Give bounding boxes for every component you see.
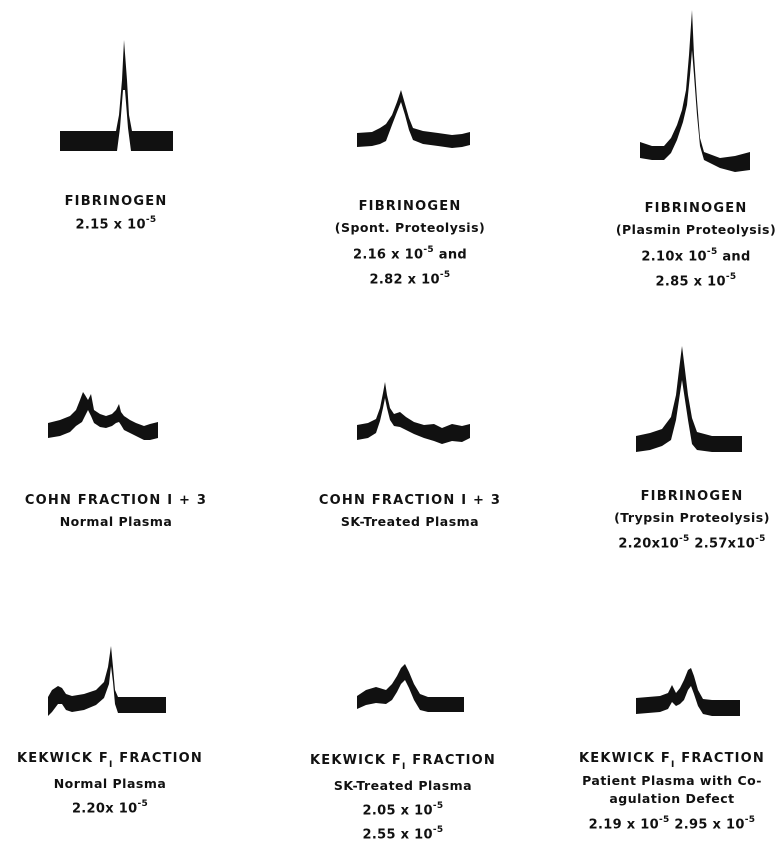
trace-kekwick-normal-band <box>48 646 166 716</box>
caption-fibrinogen-plasmin: FIBRINOGEN (Plasmin Proteolysis) 2.10x 10-… <box>586 202 778 288</box>
trace-kekwick-normal <box>48 646 166 716</box>
trace-fibrinogen-band <box>60 40 173 151</box>
caption-fibrinogen-line-2: 2.15 x 10-5 <box>75 215 157 233</box>
caption-fibrinogen-trypsin-line-2: (Trypsin Proteolysis) <box>614 510 770 525</box>
trace-kekwick-sk <box>357 664 464 712</box>
caption-fibrinogen: FIBRINOGEN 2.15 x 10-5 <box>6 195 226 231</box>
caption-cohn-normal-line-1: COHN FRACTION I + 3 <box>24 493 208 508</box>
caption-kekwick-normal: KEKWICK FI FRACTION Normal Plasma 2.20x 10… <box>0 752 220 815</box>
caption-kekwick-sk-line-3: 2.05 x 10-5 <box>362 801 444 819</box>
caption-fibrinogen-spont-line-4: 2.82 x 10-5 <box>369 269 451 288</box>
caption-fibrinogen-spont-line-2: (Spont. Proteolysis) <box>334 220 486 235</box>
trace-fibrinogen-plasmin-band <box>640 10 750 172</box>
caption-fibrinogen-line-1: FIBRINOGEN <box>64 194 168 209</box>
caption-fibrinogen-plasmin-line-3: 2.10x 10-5 and <box>641 246 751 264</box>
trace-cohn-normal <box>48 392 158 440</box>
caption-fibrinogen-spont-line-1: FIBRINOGEN <box>358 199 462 214</box>
trace-fibrinogen-trypsin-band <box>636 346 742 452</box>
caption-kekwick-sk-line-1: KEKWICK FI FRACTION <box>309 753 497 772</box>
trace-fibrinogen-trypsin <box>636 346 742 452</box>
trace-cohn-sk <box>357 382 470 444</box>
caption-fibrinogen-plasmin-line-2: (Plasmin Proteolysis) <box>615 222 777 237</box>
caption-kekwick-patient: KEKWICK FI FRACTION Patient Plasma with C… <box>562 752 778 831</box>
caption-kekwick-sk-line-4: 2.55 x 10-5 <box>362 825 444 843</box>
caption-kekwick-patient-line-4: 2.19 x 10-5 2.95 x 10-5 <box>588 814 756 832</box>
trace-cohn-normal-band <box>48 392 158 440</box>
caption-fibrinogen-spont-line-3: 2.16 x 10-5 and <box>353 244 467 262</box>
caption-kekwick-patient-line-2: Patient Plasma with Co- <box>582 772 762 788</box>
caption-fibrinogen-trypsin-line-1: FIBRINOGEN <box>640 489 744 504</box>
caption-kekwick-patient-line-1: KEKWICK FI FRACTION <box>578 751 766 770</box>
caption-fibrinogen-plasmin-line-4: 2.85 x 10-5 <box>655 271 737 290</box>
caption-fibrinogen-plasmin-line-1: FIBRINOGEN <box>644 201 748 216</box>
caption-cohn-sk-line-1: COHN FRACTION I + 3 <box>318 493 502 508</box>
caption-cohn-normal: COHN FRACTION I + 3 Normal Plasma <box>6 494 226 529</box>
trace-kekwick-sk-band <box>357 664 464 712</box>
caption-cohn-normal-line-2: Normal Plasma <box>59 514 173 529</box>
trace-kekwick-patient <box>636 668 740 716</box>
caption-kekwick-normal-line-1: KEKWICK FI FRACTION <box>16 751 204 770</box>
caption-kekwick-sk: KEKWICK FI FRACTION SK-Treated Plasma 2.05… <box>293 754 513 842</box>
caption-fibrinogen-trypsin: FIBRINOGEN (Trypsin Proteolysis) 2.20x10-5… <box>582 490 778 550</box>
caption-cohn-sk-line-2: SK-Treated Plasma <box>340 514 480 529</box>
caption-fibrinogen-trypsin-line-3: 2.20x10-5 2.57x10-5 <box>618 533 766 551</box>
trace-fibrinogen-spont-band <box>357 90 470 148</box>
trace-fibrinogen-spont <box>357 90 470 148</box>
caption-kekwick-patient-line-3: agulation Defect <box>609 791 735 807</box>
trace-fibrinogen-plasmin <box>640 10 750 172</box>
caption-cohn-sk: COHN FRACTION I + 3 SK-Treated Plasma <box>300 494 520 529</box>
trace-fibrinogen-spont-ripple <box>380 128 388 140</box>
caption-kekwick-normal-line-3: 2.20x 10-5 <box>71 799 149 817</box>
trace-fibrinogen <box>60 40 173 151</box>
trace-kekwick-patient-band <box>636 668 740 716</box>
caption-kekwick-normal-line-2: Normal Plasma <box>53 775 167 791</box>
caption-fibrinogen-spont: FIBRINOGEN (Spont. Proteolysis) 2.16 x 10-… <box>300 200 520 286</box>
trace-cohn-sk-band <box>357 382 470 444</box>
caption-kekwick-sk-line-2: SK-Treated Plasma <box>333 777 473 793</box>
